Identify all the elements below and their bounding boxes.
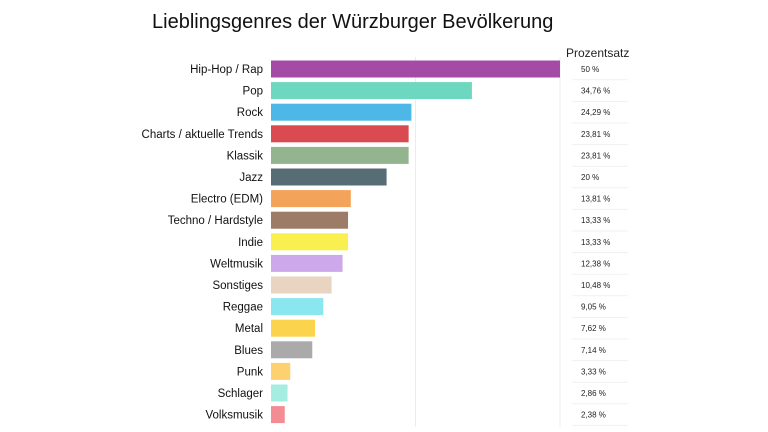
value-label: 23,81 % (581, 151, 610, 160)
bar (271, 319, 316, 337)
category-label: Schlager (218, 388, 264, 400)
category-label: Volksmusik (205, 410, 263, 422)
value-label: 13,81 % (581, 195, 610, 204)
category-label: Pop (243, 86, 263, 98)
value-label: 13,33 % (581, 216, 610, 225)
bar (271, 168, 387, 186)
value-label: 7,62 % (581, 324, 606, 333)
category-label: Hip-Hop / Rap (190, 64, 263, 76)
value-label: 34,76 % (581, 87, 610, 96)
value-label: 20 % (581, 173, 599, 182)
category-label: Charts / aktuelle Trends (142, 129, 264, 141)
bar (271, 341, 313, 359)
bar (271, 298, 324, 316)
value-column-header: Prozentsatz (566, 46, 630, 60)
bar (271, 125, 409, 143)
value-label: 50 % (581, 65, 599, 74)
bar (271, 60, 560, 78)
bar (271, 233, 349, 251)
bar (271, 146, 409, 164)
category-label: Indie (238, 237, 263, 249)
bar (271, 362, 291, 380)
value-label: 12,38 % (581, 259, 610, 268)
category-label: Punk (237, 366, 263, 378)
category-label: Electro (EDM) (191, 194, 263, 206)
category-label: Sonstiges (212, 280, 263, 292)
bar (271, 211, 349, 229)
bar (271, 406, 285, 424)
value-label: 10,48 % (581, 281, 610, 290)
category-label: Weltmusik (210, 258, 263, 270)
category-label: Reggae (223, 302, 263, 314)
category-label: Metal (235, 323, 263, 335)
value-label: 7,14 % (581, 346, 606, 355)
category-label: Jazz (239, 172, 263, 184)
bar (271, 190, 351, 208)
bar (271, 254, 343, 272)
value-label: 2,38 % (581, 411, 606, 420)
category-label: Rock (237, 107, 263, 119)
value-label: 24,29 % (581, 108, 610, 117)
bar (271, 384, 288, 402)
category-label: Techno / Hardstyle (168, 215, 263, 227)
bar (271, 82, 472, 100)
value-label: 23,81 % (581, 130, 610, 139)
bar (271, 276, 332, 294)
value-label: 3,33 % (581, 367, 606, 376)
value-label: 13,33 % (581, 238, 610, 247)
category-label: Klassik (227, 150, 264, 162)
value-label: 2,86 % (581, 389, 606, 398)
category-label: Blues (234, 345, 263, 357)
value-label: 9,05 % (581, 303, 606, 312)
chart-title: Lieblingsgenres der Würzburger Bevölkeru… (152, 11, 554, 33)
bar (271, 103, 412, 121)
